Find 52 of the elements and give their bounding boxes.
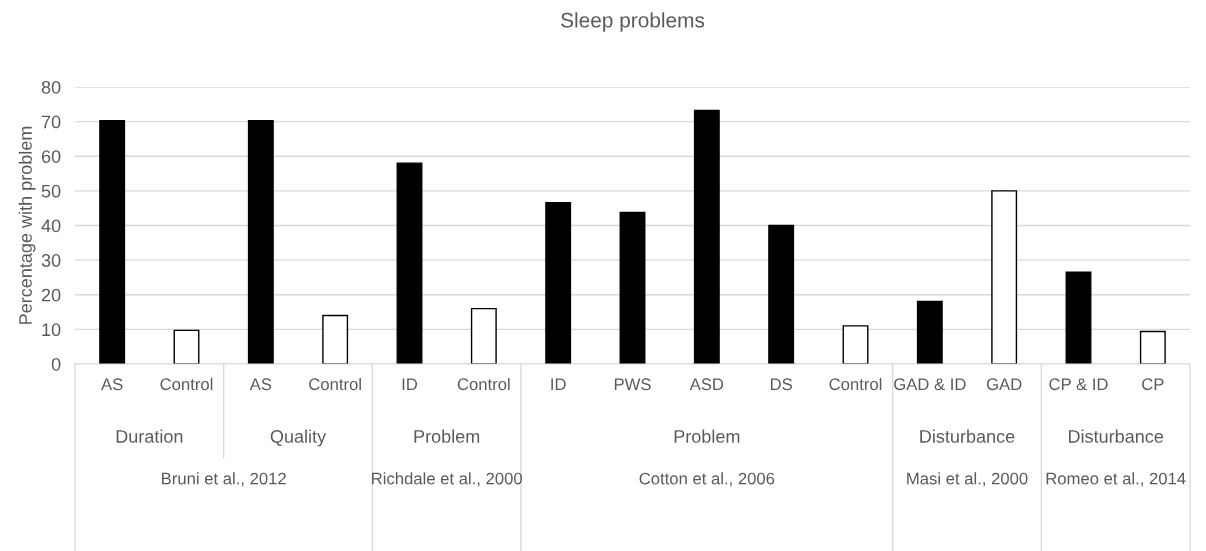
- x-tick-label: ASD: [689, 378, 724, 391]
- bar: [396, 162, 423, 364]
- text: Disturbance: [1068, 429, 1164, 443]
- x-tick-label: ID: [551, 378, 566, 390]
- text: Quality: [270, 429, 327, 447]
- text: Duration: [116, 429, 183, 443]
- y-tick-label: 10: [42, 323, 61, 337]
- y-tick-label: 60: [41, 150, 61, 163]
- text: Richdale et al., 2000: [372, 472, 522, 487]
- bar: [991, 190, 1018, 364]
- y-tick-label: 50: [41, 184, 61, 198]
- x-tick-label: CP: [1142, 378, 1164, 391]
- bar: [768, 224, 795, 364]
- bar: [916, 300, 943, 364]
- y-tick-label: 40: [41, 219, 61, 233]
- text: Romeo et al., 2014: [1046, 472, 1186, 487]
- y-tick-label: 0: [51, 357, 61, 371]
- bar: [619, 211, 646, 364]
- text: Bruni et al., 2012: [162, 472, 286, 487]
- bar: [470, 307, 497, 364]
- chart-title: Sleep problems: [561, 12, 705, 32]
- x-tick-label: GAD: [986, 378, 1022, 391]
- bar: [693, 109, 720, 364]
- x-tick-label: Control: [457, 377, 510, 391]
- x-tick-label: ID: [402, 378, 418, 390]
- x-tick-label: Control: [160, 377, 213, 391]
- y-tick-label: 20: [41, 288, 61, 302]
- bar: [322, 314, 349, 364]
- y-tick-label: 70: [41, 115, 61, 129]
- x-tick-label: Control: [309, 377, 361, 391]
- x-tick-label: PWS: [614, 378, 651, 391]
- y-tick-label: 30: [41, 254, 61, 267]
- bar: [247, 119, 274, 364]
- text: Problem: [414, 429, 480, 443]
- y-axis-title: Percentage with problem: [18, 126, 36, 324]
- text: Masi et al., 2000: [907, 472, 1028, 487]
- text: Problem: [674, 429, 740, 443]
- bar: [1065, 271, 1092, 364]
- x-tick-label: DS: [770, 378, 792, 391]
- x-tick-label: GAD & ID: [894, 378, 966, 391]
- bar: [173, 329, 200, 364]
- x-tick-label: CP & ID: [1049, 378, 1108, 391]
- bar: [842, 325, 869, 364]
- bar: [1139, 330, 1166, 364]
- y-tick-label: 80: [41, 80, 61, 94]
- x-tick-label: AS: [101, 378, 123, 391]
- x-tick-label: AS: [249, 378, 272, 391]
- text: Cotton et al., 2006: [639, 472, 775, 487]
- text: Disturbance: [920, 429, 1015, 443]
- bar: [99, 119, 126, 364]
- bar: [545, 201, 572, 364]
- x-tick-label: Control: [829, 377, 882, 391]
